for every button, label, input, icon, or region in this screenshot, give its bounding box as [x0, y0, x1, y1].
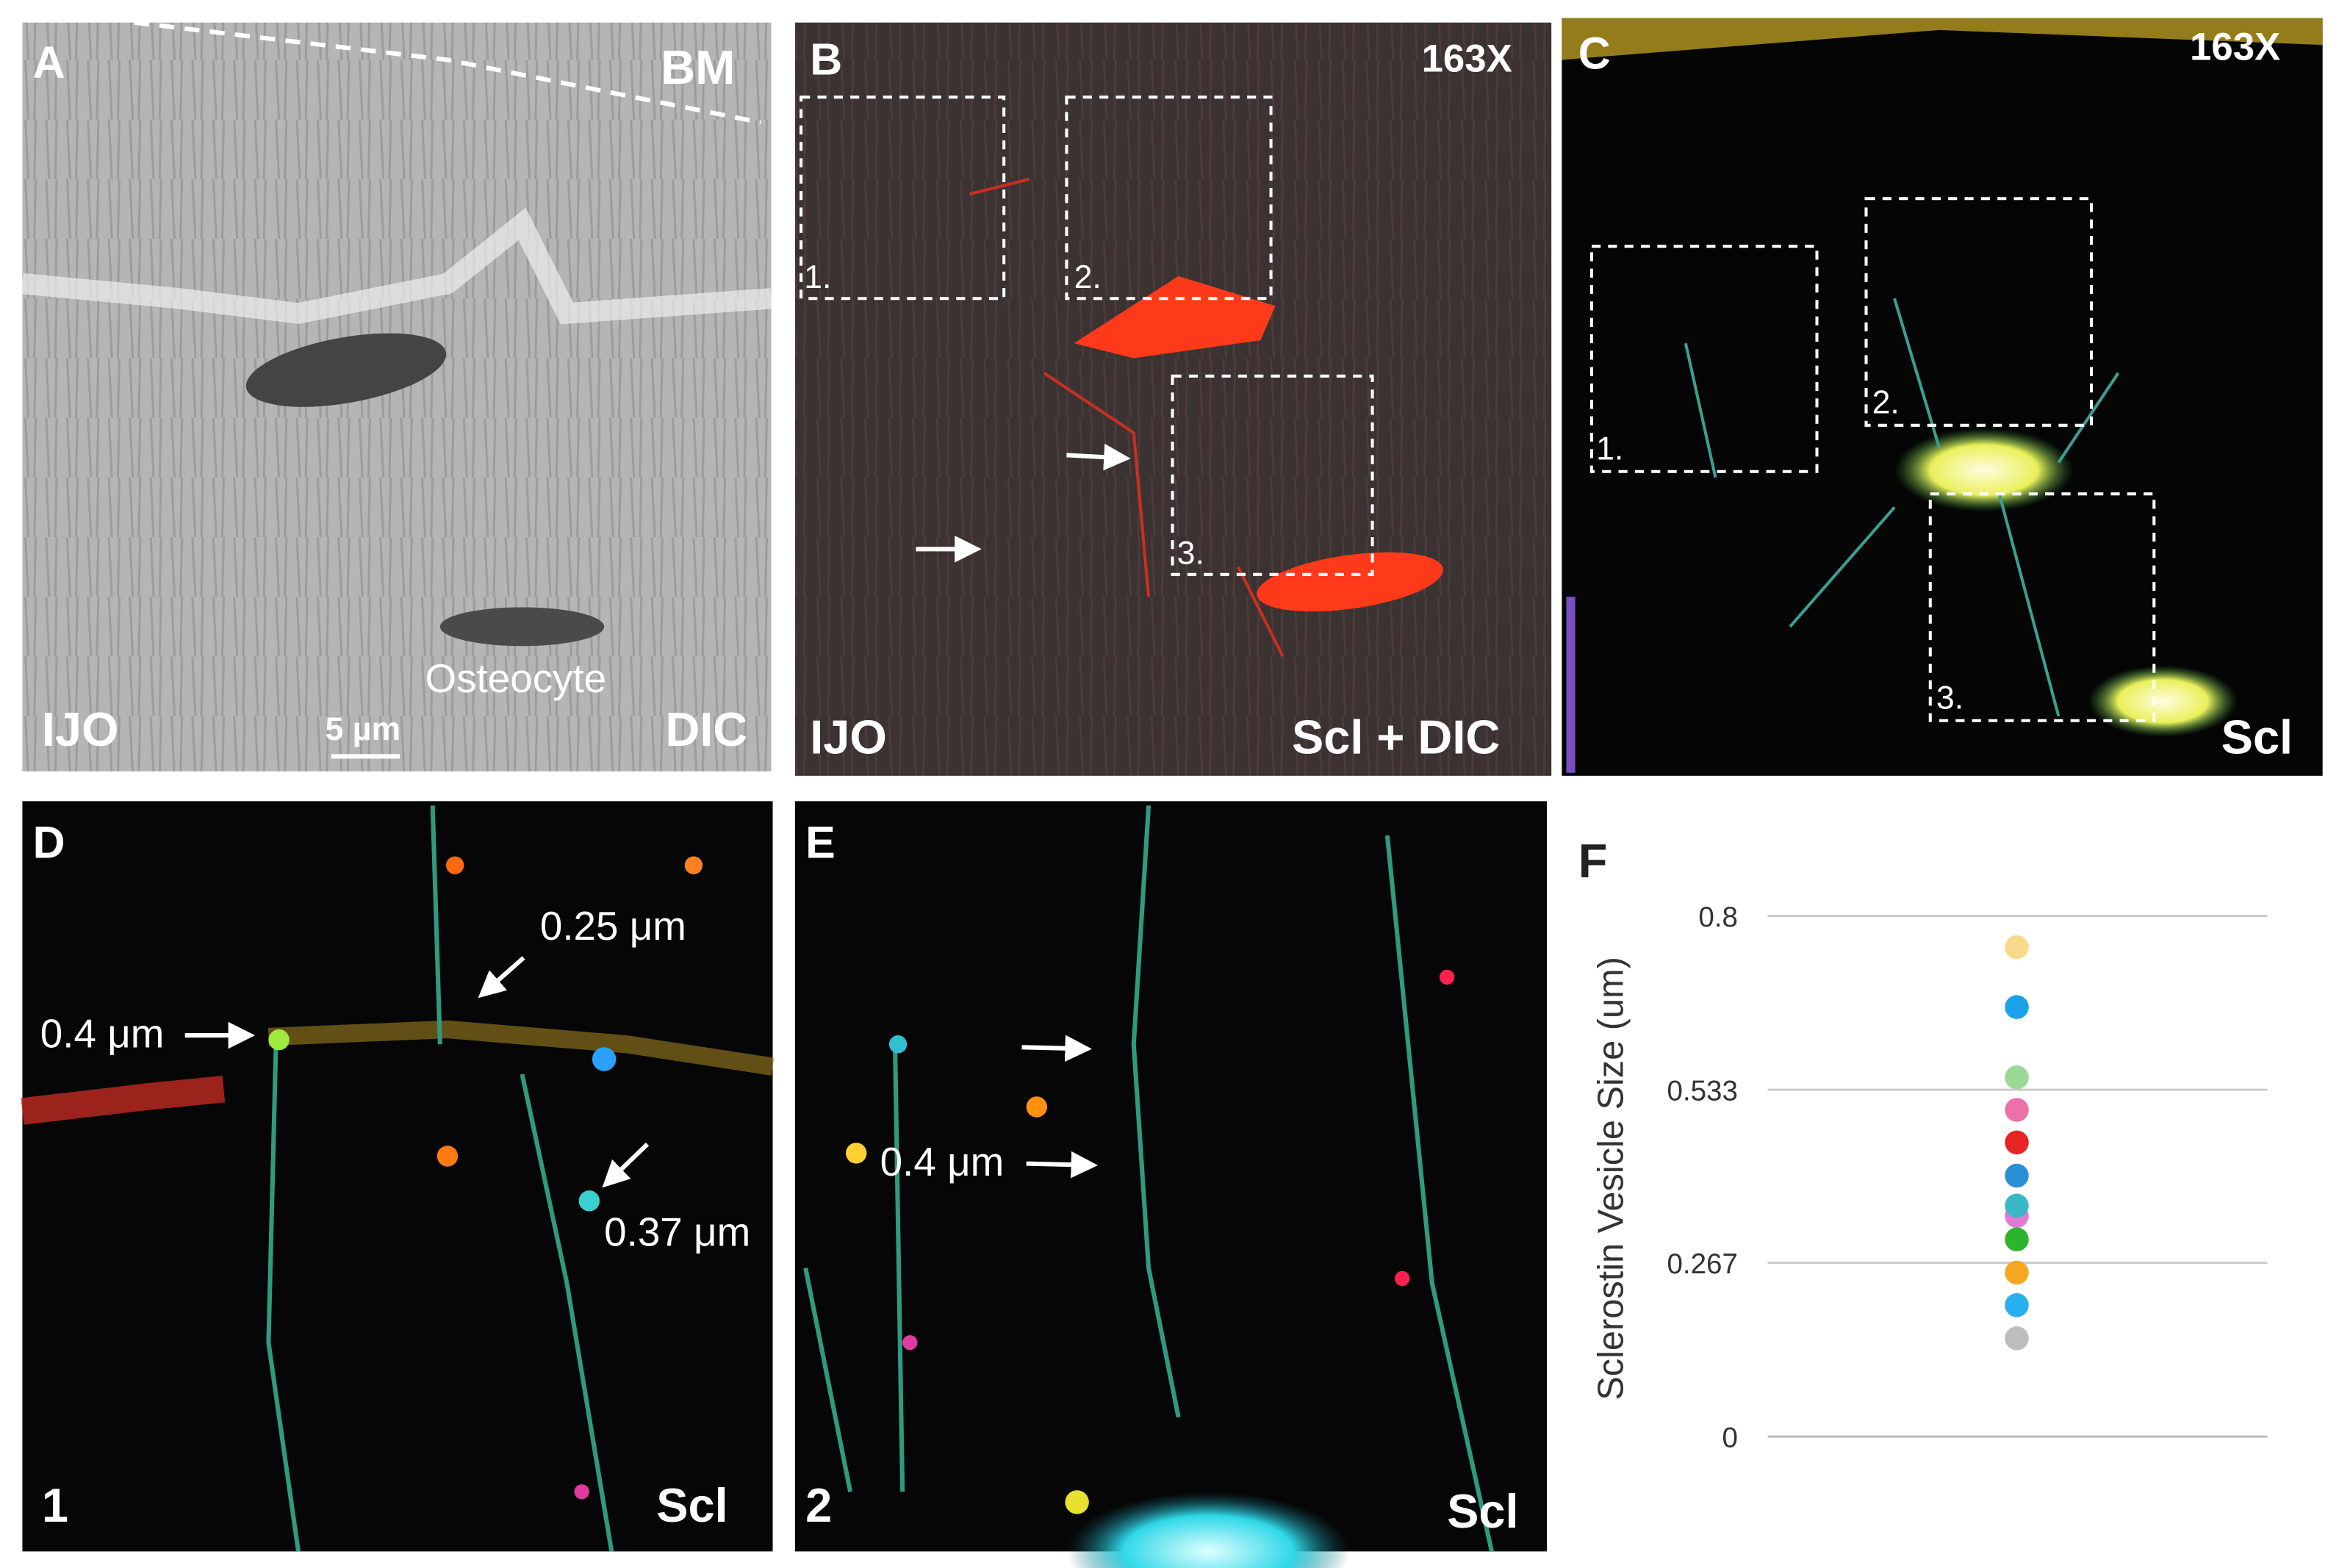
panel-f: F Sclerostin Vesicle Size (um) 0 0.267 0.5… — [1578, 834, 2268, 1453]
y-axis-label: Sclerostin Vesicle Size (um) — [1592, 957, 1631, 1400]
panel-b: B 163X 1. 2. 3. IJO Scl + DIC — [794, 22, 1552, 776]
decoration — [888, 1035, 908, 1054]
y-tick-label: 0 — [1722, 1422, 1737, 1453]
annotation: Osteocyte — [425, 655, 607, 701]
data-point — [2005, 1065, 2029, 1090]
y-tick-label: 0.8 — [1698, 902, 1738, 933]
decoration — [803, 805, 1494, 1553]
data-point — [2005, 1326, 2029, 1351]
decoration — [1562, 18, 2323, 776]
decoration — [1171, 374, 1374, 576]
decoration — [1864, 197, 2094, 427]
data-point — [2005, 1227, 2029, 1252]
box-label: 1. — [1596, 431, 1623, 467]
decoration — [21, 1075, 226, 1125]
decoration — [268, 1029, 290, 1051]
decoration — [478, 956, 525, 999]
decoration — [578, 1190, 600, 1212]
annotation: 163X — [1422, 37, 1512, 81]
y-tick-label: 0.533 — [1667, 1075, 1737, 1107]
decoration — [1065, 96, 1273, 301]
annotation: 163X — [2190, 25, 2280, 68]
data-point — [2005, 1260, 2029, 1285]
panel-label: A — [33, 37, 65, 87]
annotation: BM — [661, 40, 735, 94]
decoration — [22, 801, 773, 1552]
decoration — [266, 805, 614, 1552]
decoration — [1928, 492, 2156, 722]
decoration — [1026, 1096, 1048, 1118]
panel-label: C — [1578, 29, 1611, 79]
data-point — [2005, 1292, 2029, 1317]
panel-label: D — [33, 817, 65, 867]
data-point — [2005, 935, 2029, 960]
decoration — [1894, 428, 2074, 512]
decoration — [1257, 552, 1443, 612]
annotation: Scl — [2221, 710, 2293, 763]
annotation: 0.4 μm — [40, 1010, 165, 1056]
decoration — [1439, 969, 1455, 985]
decoration — [267, 1020, 775, 1076]
data-point — [2005, 1193, 2029, 1218]
decoration — [1066, 443, 1131, 471]
decoration — [439, 607, 605, 647]
decoration — [22, 22, 772, 772]
decoration — [2088, 665, 2238, 738]
box-label: 3. — [1177, 536, 1204, 572]
annotation: DIC — [665, 702, 747, 756]
data-point — [2005, 995, 2029, 1019]
annotation: Scl — [656, 1478, 727, 1532]
decoration — [1395, 1270, 1410, 1287]
decoration — [592, 1047, 617, 1071]
decoration — [574, 1484, 589, 1500]
decoration — [1589, 245, 1819, 473]
panel-d: D 0.25 μm 0.4 μm 0.37 μm 1 Scl — [21, 801, 775, 1552]
annotation: Scl — [1447, 1484, 1518, 1538]
panel-a: A BM Osteocyte IJO 5 µm DIC — [21, 20, 772, 772]
scale-label: 5 µm — [326, 711, 401, 747]
annotation: Scl + DIC — [1292, 710, 1500, 763]
decoration — [684, 856, 703, 874]
box-label: 3. — [1936, 680, 1963, 716]
decoration — [1562, 18, 2323, 60]
panel-label: F — [1578, 834, 1608, 888]
decoration — [134, 20, 761, 125]
data-point — [2005, 1098, 2029, 1122]
decoration — [1026, 1151, 1099, 1179]
decoration — [1566, 597, 1575, 773]
y-tick-label: 0.267 — [1667, 1248, 1737, 1280]
box-label: 1. — [804, 259, 831, 295]
annotation: 0.4 μm — [880, 1139, 1005, 1184]
decoration — [436, 1146, 459, 1167]
decoration — [445, 856, 464, 874]
decoration — [902, 1335, 918, 1351]
decoration — [1065, 1490, 1089, 1514]
decoration — [602, 1143, 650, 1188]
panel-label: B — [810, 35, 842, 84]
panel-e: E 0.4 μm 2 Scl — [794, 801, 1548, 1568]
decoration — [1066, 1492, 1351, 1568]
decoration — [21, 207, 772, 325]
annotation: 1 — [42, 1478, 68, 1532]
panel-c: C 163X 1. 2. 3. Scl — [1562, 18, 2323, 776]
annotation: 2 — [805, 1478, 832, 1532]
decoration — [800, 96, 1006, 301]
annotation: IJO — [810, 710, 887, 763]
decoration — [969, 177, 1285, 658]
decoration — [1021, 1035, 1092, 1062]
data-point — [2005, 1163, 2029, 1188]
annotation: IJO — [42, 702, 119, 756]
box-label: 2. — [1872, 385, 1900, 421]
annotation: 0.37 μm — [604, 1209, 750, 1254]
decoration — [1684, 298, 2120, 717]
data-point — [2005, 1130, 2029, 1155]
decoration — [245, 333, 447, 407]
annotation: 0.25 μm — [540, 903, 686, 949]
panel-label: E — [805, 817, 836, 867]
decoration — [845, 1143, 867, 1164]
box-label: 2. — [1074, 259, 1102, 295]
decoration — [1074, 276, 1276, 359]
